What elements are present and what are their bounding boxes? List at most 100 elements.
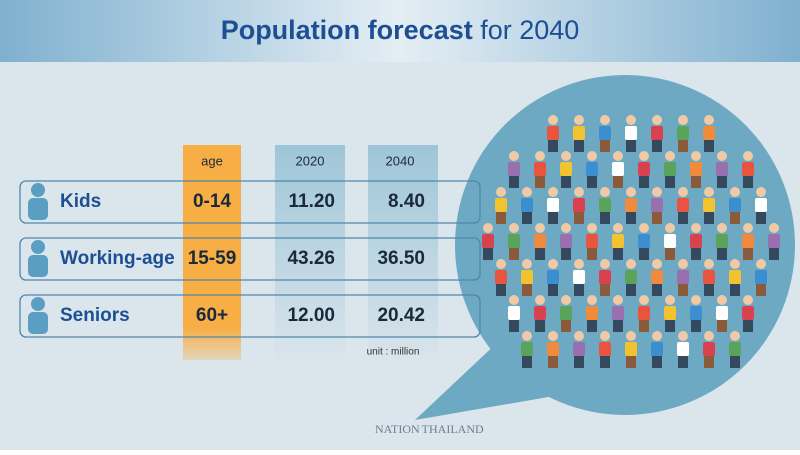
person-shirt — [742, 162, 754, 176]
person-head — [756, 187, 766, 197]
person-shirt — [638, 162, 650, 176]
person-head — [678, 115, 688, 125]
person-shirt — [521, 342, 533, 356]
person-legs — [717, 320, 727, 332]
person-head — [704, 187, 714, 197]
cell: 11.20 — [289, 191, 336, 212]
person-shirt — [573, 270, 585, 284]
cell: 0-14 — [193, 191, 231, 212]
person — [716, 223, 728, 260]
logo-right: THAILAND — [422, 422, 484, 436]
person-legs — [665, 248, 675, 260]
col-2020 — [275, 145, 345, 365]
cell: 12.00 — [287, 305, 335, 326]
column-header: age — [201, 153, 223, 168]
person-head — [639, 223, 649, 233]
person-legs — [743, 248, 753, 260]
speech-tail — [415, 340, 560, 420]
person-legs — [548, 140, 558, 152]
cell: 20.42 — [377, 305, 425, 326]
person — [573, 187, 585, 224]
person-head — [535, 151, 545, 161]
row-label: Seniors — [60, 305, 130, 326]
person-shirt — [547, 270, 559, 284]
person-shirt — [703, 126, 715, 140]
person — [742, 295, 754, 332]
person — [755, 259, 767, 296]
person-legs — [678, 284, 688, 296]
person-head — [678, 187, 688, 197]
logo-left: NATION — [375, 422, 420, 436]
person-shirt — [482, 234, 494, 248]
person-legs — [665, 320, 675, 332]
person-head — [600, 187, 610, 197]
person-legs — [665, 176, 675, 188]
person-head — [665, 223, 675, 233]
person-legs — [730, 356, 740, 368]
person-shirt — [664, 162, 676, 176]
person — [534, 223, 546, 260]
person-legs — [756, 212, 766, 224]
person — [677, 331, 689, 368]
person-head — [691, 295, 701, 305]
cell: 43.26 — [287, 248, 335, 269]
person — [625, 259, 637, 296]
person — [677, 115, 689, 152]
person-head — [665, 295, 675, 305]
person-shirt — [664, 234, 676, 248]
person-shirt — [599, 198, 611, 212]
person — [703, 115, 715, 152]
person-head — [496, 187, 506, 197]
header-band — [0, 0, 800, 62]
person-legs — [717, 248, 727, 260]
person-legs — [574, 284, 584, 296]
person-shirt — [677, 342, 689, 356]
person-head — [600, 331, 610, 341]
person — [742, 151, 754, 188]
person-legs — [626, 212, 636, 224]
person-shirt — [521, 198, 533, 212]
crowd-illustration — [482, 115, 780, 368]
person — [521, 331, 533, 368]
person — [690, 151, 702, 188]
person — [651, 259, 663, 296]
person-shirt — [729, 198, 741, 212]
person-head — [548, 331, 558, 341]
person-shirt — [690, 234, 702, 248]
person-legs — [561, 320, 571, 332]
person — [716, 295, 728, 332]
person-head — [652, 115, 662, 125]
person — [560, 295, 572, 332]
person-legs — [574, 212, 584, 224]
person-shirt — [586, 306, 598, 320]
person-legs — [587, 176, 597, 188]
person-icon-body — [28, 312, 48, 334]
person-head — [743, 151, 753, 161]
person-shirt — [625, 270, 637, 284]
person-icon-head — [31, 183, 45, 197]
person-shirt — [625, 126, 637, 140]
person-shirt — [586, 234, 598, 248]
person-legs — [496, 212, 506, 224]
person — [755, 187, 767, 224]
person-shirt — [534, 234, 546, 248]
person-head — [626, 259, 636, 269]
person-head — [574, 331, 584, 341]
person-shirt — [703, 198, 715, 212]
person-shirt — [547, 126, 559, 140]
person-shirt — [690, 306, 702, 320]
person-legs — [626, 356, 636, 368]
person — [547, 187, 559, 224]
person-shirt — [729, 270, 741, 284]
person — [612, 223, 624, 260]
person — [508, 151, 520, 188]
person — [729, 187, 741, 224]
person-legs — [587, 248, 597, 260]
cell: 15-59 — [188, 248, 237, 269]
person-legs — [652, 140, 662, 152]
person-legs — [652, 356, 662, 368]
person-head — [652, 259, 662, 269]
person-legs — [639, 320, 649, 332]
person-legs — [613, 320, 623, 332]
person-shirt — [716, 162, 728, 176]
